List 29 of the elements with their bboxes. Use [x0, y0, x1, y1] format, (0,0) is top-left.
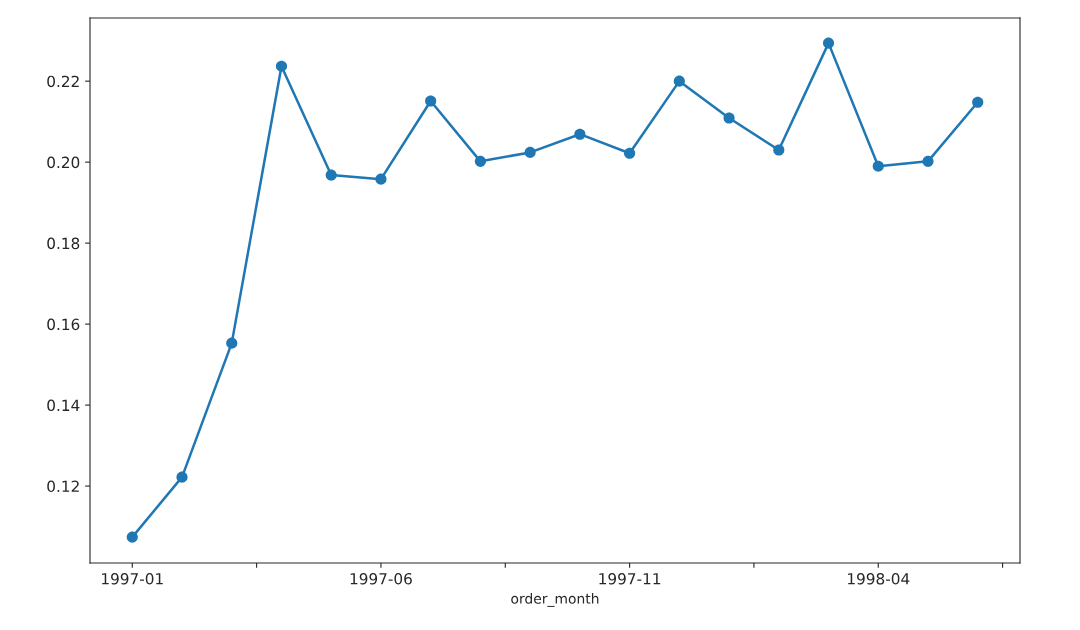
y-tick-label: 0.12	[47, 480, 79, 493]
point	[922, 155, 934, 167]
x-tick-label: 1997-06	[350, 572, 412, 585]
y-tick-label: 0.18	[47, 237, 80, 250]
point	[226, 337, 238, 349]
point	[325, 169, 337, 181]
x-tick-label: 1998-04	[848, 572, 910, 585]
point	[375, 173, 387, 185]
x-tick-label: 1997-01	[102, 572, 163, 585]
y-tick-label: 0.22	[47, 75, 79, 88]
point	[624, 147, 636, 159]
point	[723, 112, 735, 124]
point	[474, 155, 486, 167]
y-tick-label: 0.20	[47, 156, 80, 169]
y-tick-label: 0.16	[47, 318, 80, 331]
point	[176, 471, 188, 483]
point	[126, 531, 138, 543]
x-tick-label: 1997-11	[599, 572, 661, 585]
point	[425, 95, 437, 107]
point	[524, 146, 536, 158]
point	[773, 144, 785, 156]
point	[972, 96, 984, 108]
point	[822, 37, 835, 49]
point	[574, 128, 586, 140]
point	[872, 160, 884, 172]
y-tick-label: 0.14	[47, 399, 80, 412]
point	[275, 60, 288, 72]
x-axis-title: order_month	[511, 593, 599, 607]
point	[673, 75, 685, 87]
